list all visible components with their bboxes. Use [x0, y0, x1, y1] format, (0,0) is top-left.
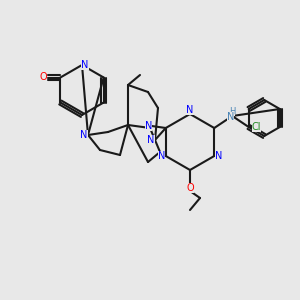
- Text: N: N: [214, 151, 222, 161]
- Text: N: N: [81, 60, 89, 70]
- Text: N: N: [147, 135, 155, 145]
- Text: O: O: [186, 183, 194, 193]
- Text: N: N: [80, 130, 88, 140]
- Text: N: N: [186, 105, 194, 115]
- Text: N: N: [145, 121, 152, 131]
- Text: Cl: Cl: [252, 122, 261, 132]
- Text: N: N: [158, 151, 165, 161]
- Text: N: N: [226, 112, 234, 122]
- Text: O: O: [40, 73, 47, 82]
- Text: H: H: [229, 106, 236, 116]
